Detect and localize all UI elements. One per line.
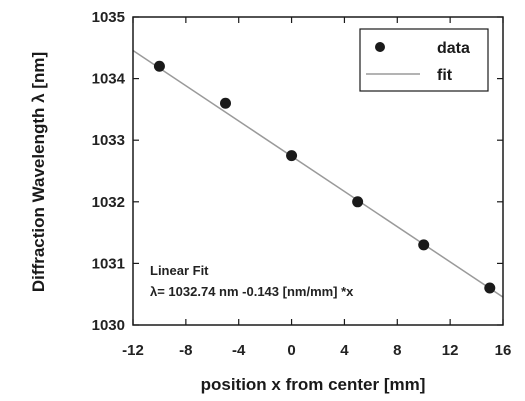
plot-frame — [132, 16, 504, 326]
fit-line — [132, 49, 504, 298]
fit-annotation-equation: λ= 1032.74 nm -0.143 [nm/mm] *x — [150, 284, 354, 299]
x-tick-label: 4 — [340, 342, 349, 359]
x-tick-label: 0 — [287, 342, 295, 359]
legend: data fit — [359, 28, 489, 92]
fit-annotation-title: Linear Fit — [150, 263, 209, 278]
data-point — [352, 196, 364, 208]
y-axis-title: Diffraction Wavelength λ [nm] — [29, 52, 48, 292]
y-tick-label: 1030 — [92, 317, 125, 334]
x-tick-label: -8 — [179, 342, 192, 359]
data-point — [153, 60, 165, 72]
y-tick-label: 1032 — [92, 194, 125, 211]
plot-area: -12 -8 -4 0 4 8 12 16 1030 1031 1032 1033 1034 1035 — [92, 9, 512, 359]
data-point — [484, 282, 496, 294]
x-tick-label: -4 — [232, 342, 246, 359]
y-tick-label: 1034 — [92, 71, 126, 88]
x-tick-label: 12 — [442, 342, 459, 359]
data-point — [418, 239, 430, 251]
data-point — [220, 97, 231, 109]
y-tick-label: 1033 — [92, 132, 125, 149]
legend-data-label: data — [437, 40, 470, 57]
legend-fit-label: fit — [437, 67, 453, 84]
x-axis-title: position x from center [mm] — [201, 375, 426, 394]
x-tick-label: -12 — [122, 342, 144, 359]
legend-box — [359, 28, 489, 92]
data-point — [286, 150, 298, 162]
y-tick-label: 1035 — [92, 9, 125, 26]
x-tick-label: 8 — [393, 342, 401, 359]
y-tick-label: 1031 — [92, 255, 125, 272]
legend-data-marker — [375, 42, 385, 52]
x-tick-label: 16 — [495, 342, 512, 359]
